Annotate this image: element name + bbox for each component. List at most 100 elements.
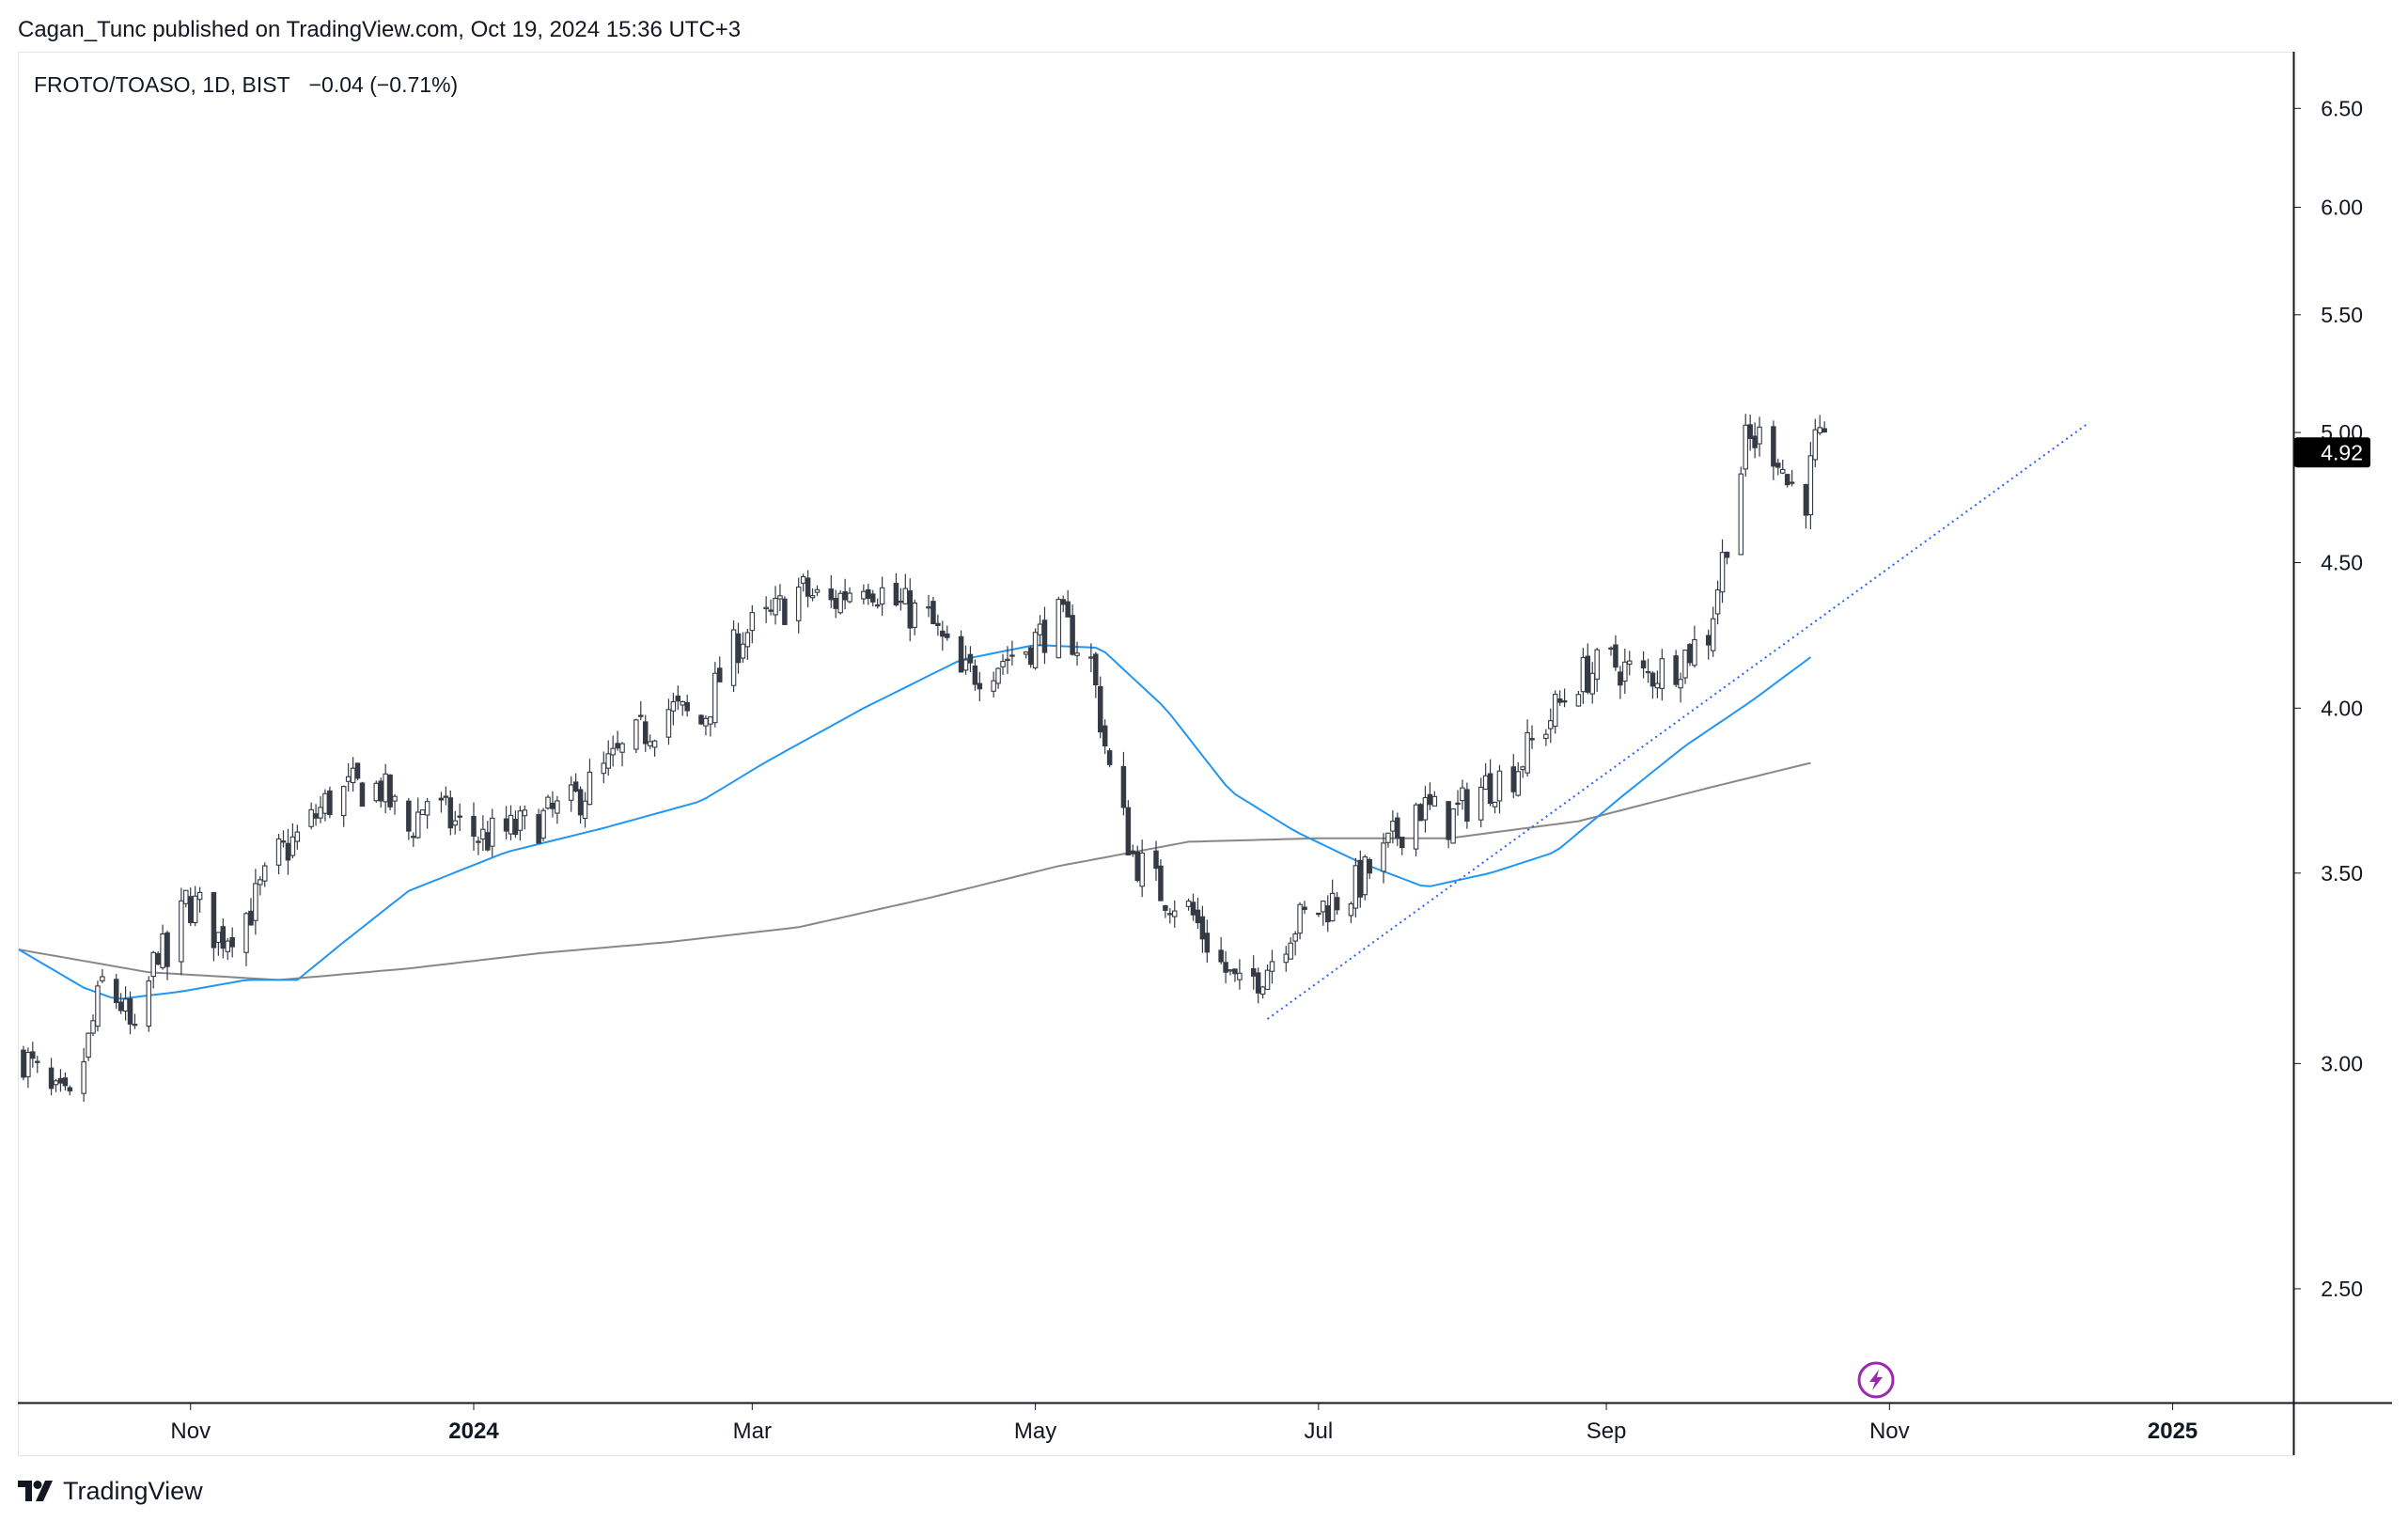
candle bbox=[187, 887, 194, 927]
candle bbox=[81, 1047, 86, 1103]
candle bbox=[411, 832, 416, 848]
candle bbox=[1822, 421, 1827, 433]
candle bbox=[1757, 416, 1762, 457]
candle bbox=[127, 991, 133, 1035]
candle bbox=[795, 577, 802, 634]
candle bbox=[1678, 672, 1683, 703]
price-axis[interactable]: 2.503.003.504.004.505.005.506.006.50 bbox=[2293, 96, 2363, 1301]
trendline-drawing[interactable] bbox=[1266, 421, 2090, 1020]
candle bbox=[183, 889, 189, 908]
candle bbox=[1297, 902, 1303, 940]
candle bbox=[67, 1085, 73, 1096]
candlestick-series bbox=[21, 414, 1827, 1103]
candle bbox=[262, 862, 268, 887]
candle bbox=[122, 986, 129, 1021]
candle bbox=[619, 742, 625, 767]
candle bbox=[1032, 628, 1039, 670]
price-tick-label: 3.50 bbox=[2321, 861, 2363, 886]
candle bbox=[1041, 606, 1048, 665]
candle bbox=[1515, 761, 1521, 797]
candle bbox=[833, 589, 838, 619]
candle bbox=[1710, 606, 1716, 657]
candle bbox=[1510, 754, 1517, 799]
candle bbox=[1334, 892, 1340, 915]
candle bbox=[517, 806, 524, 841]
candle bbox=[1362, 855, 1368, 901]
candle bbox=[1106, 747, 1113, 768]
candle bbox=[1324, 895, 1331, 933]
candle bbox=[1417, 803, 1424, 822]
candle bbox=[1640, 651, 1647, 679]
plot-frame bbox=[18, 52, 2392, 1456]
candle bbox=[958, 630, 964, 673]
candle bbox=[874, 598, 881, 609]
candle bbox=[1153, 840, 1159, 881]
candle bbox=[735, 622, 742, 674]
candle bbox=[1427, 782, 1433, 810]
candle bbox=[160, 924, 165, 970]
candle bbox=[540, 808, 546, 841]
candle bbox=[1237, 959, 1243, 990]
dotted-trendline[interactable] bbox=[1266, 421, 2090, 1020]
candle bbox=[313, 804, 319, 826]
candle bbox=[805, 570, 811, 608]
candle bbox=[907, 578, 913, 642]
candle bbox=[572, 773, 579, 793]
candle bbox=[1060, 595, 1066, 613]
candle bbox=[476, 836, 481, 855]
candle bbox=[318, 796, 323, 823]
candle bbox=[1185, 898, 1192, 911]
candle bbox=[1399, 837, 1405, 855]
candle bbox=[1561, 688, 1568, 708]
candle bbox=[414, 797, 421, 839]
candle bbox=[117, 993, 124, 1014]
price-tick-label: 6.00 bbox=[2321, 195, 2363, 219]
candle bbox=[150, 950, 156, 989]
slow-ma-line bbox=[18, 761, 1811, 981]
candle bbox=[837, 589, 843, 615]
candle bbox=[1283, 946, 1290, 972]
candle bbox=[1719, 539, 1726, 604]
candle bbox=[536, 808, 541, 844]
candle bbox=[684, 694, 690, 717]
candle bbox=[1037, 615, 1043, 647]
candle bbox=[345, 763, 352, 792]
candle bbox=[1120, 751, 1127, 816]
candle bbox=[285, 828, 291, 875]
candle bbox=[1548, 708, 1554, 744]
candle bbox=[601, 751, 607, 784]
candle bbox=[912, 599, 917, 635]
candle bbox=[452, 810, 458, 835]
candle bbox=[1097, 676, 1103, 739]
candle bbox=[1139, 839, 1145, 898]
candle bbox=[1190, 893, 1196, 921]
candle bbox=[146, 976, 152, 1032]
candle bbox=[1714, 580, 1721, 625]
candle bbox=[387, 774, 393, 810]
candle bbox=[480, 815, 486, 852]
candle bbox=[419, 809, 426, 815]
candle bbox=[665, 698, 672, 745]
candle bbox=[577, 786, 584, 824]
candle bbox=[962, 645, 969, 675]
candle bbox=[1367, 857, 1372, 880]
candle bbox=[512, 810, 519, 839]
candle bbox=[1055, 596, 1062, 659]
candle bbox=[1348, 902, 1354, 923]
candle bbox=[1321, 900, 1326, 926]
candle bbox=[275, 833, 282, 875]
candle bbox=[1381, 833, 1386, 884]
candle bbox=[1575, 690, 1582, 707]
candle bbox=[768, 599, 774, 616]
candle bbox=[95, 980, 101, 1032]
candle bbox=[1288, 936, 1293, 960]
time-axis[interactable]: Nov 2024 Mar May Jul Sep Nov 2025 bbox=[170, 1403, 2197, 1444]
lightning-icon[interactable] bbox=[1857, 1361, 1895, 1399]
candle bbox=[586, 759, 593, 806]
candle bbox=[1552, 690, 1558, 734]
candle bbox=[712, 662, 718, 728]
candle bbox=[972, 659, 978, 691]
candle bbox=[1446, 801, 1451, 849]
candle bbox=[1692, 625, 1697, 668]
